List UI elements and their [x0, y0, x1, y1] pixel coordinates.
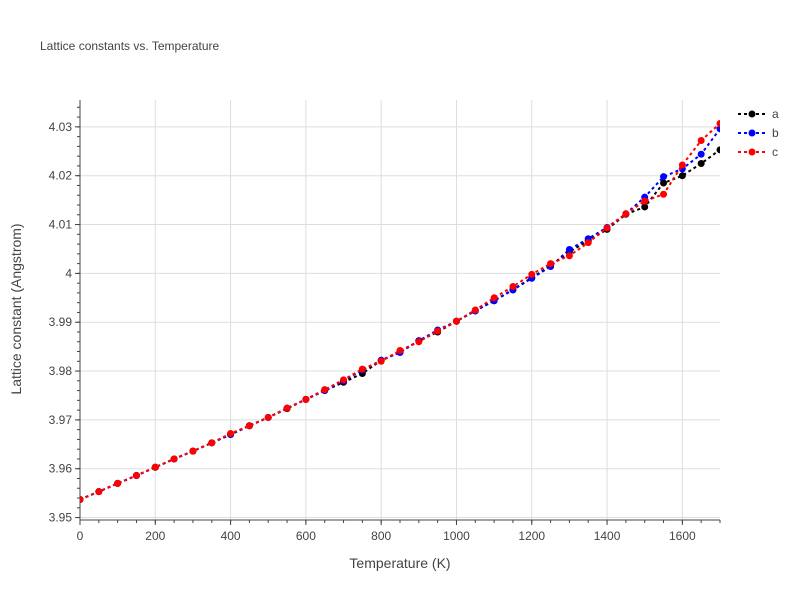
- series-line-c: [80, 122, 720, 501]
- x-tick-label: 0: [77, 529, 84, 543]
- data-point-c: [716, 119, 720, 127]
- data-point-c: [490, 294, 498, 302]
- y-tick-label: 4.02: [49, 169, 73, 183]
- grid: [80, 100, 720, 520]
- data-point-c: [114, 479, 122, 487]
- data-point-b: [565, 245, 573, 253]
- legend-label-b: b: [772, 126, 779, 140]
- y-tick-label: 3.96: [49, 462, 73, 476]
- legend[interactable]: abc: [738, 107, 779, 159]
- y-tick-label: 3.95: [49, 511, 73, 525]
- data-point-c: [697, 137, 705, 145]
- data-point-c: [565, 252, 573, 260]
- legend-item-a[interactable]: a: [738, 107, 779, 121]
- data-point-c: [377, 357, 385, 365]
- data-point-c: [528, 270, 536, 278]
- x-tick-label: 400: [221, 529, 241, 543]
- data-point-a: [716, 146, 720, 154]
- data-point-c: [132, 472, 140, 480]
- data-point-c: [396, 347, 404, 355]
- y-tick-label: 4.03: [49, 120, 73, 134]
- data-point-c: [452, 317, 460, 325]
- data-point-c: [170, 455, 178, 463]
- x-axis-title: Temperature (K): [349, 555, 450, 571]
- data-point-c: [415, 338, 423, 346]
- data-point-c: [95, 488, 103, 496]
- data-point-c: [471, 306, 479, 314]
- data-point-b: [716, 125, 720, 133]
- series-layer: [80, 119, 720, 503]
- data-point-c: [641, 197, 649, 205]
- data-point-c: [245, 422, 253, 430]
- data-point-c: [678, 161, 686, 169]
- data-point-c: [208, 439, 216, 447]
- data-point-c: [547, 260, 555, 268]
- data-point-c: [509, 283, 517, 291]
- x-tick-label: 1200: [518, 529, 545, 543]
- x-tick-label: 1600: [669, 529, 696, 543]
- x-tick-label: 1400: [594, 529, 621, 543]
- data-point-c: [660, 190, 668, 198]
- data-point-c: [283, 404, 291, 412]
- data-point-c: [189, 447, 197, 455]
- data-point-a: [660, 179, 668, 187]
- data-point-b: [697, 150, 705, 158]
- data-point-c: [80, 495, 84, 503]
- y-tick-label: 4.01: [49, 218, 73, 232]
- x-tick-label: 600: [296, 529, 316, 543]
- data-point-c: [603, 224, 611, 232]
- data-point-c: [584, 239, 592, 247]
- data-point-c: [264, 413, 272, 421]
- x-tick-label: 800: [371, 529, 391, 543]
- data-point-c: [151, 463, 159, 471]
- legend-label-a: a: [772, 107, 779, 121]
- data-point-c: [358, 365, 366, 373]
- data-point-a: [641, 203, 649, 211]
- x-tick-label: 1000: [443, 529, 470, 543]
- legend-item-c[interactable]: c: [738, 145, 778, 159]
- chart-title: Lattice constants vs. Temperature: [40, 39, 220, 53]
- y-tick-label: 3.99: [49, 315, 73, 329]
- legend-item-b[interactable]: b: [738, 126, 779, 140]
- data-point-a: [678, 172, 686, 180]
- legend-marker-b: [748, 129, 756, 137]
- y-axis-title: Lattice constant (Angstrom): [8, 223, 24, 394]
- axes: 0 200 400 600 800 1000 1200 1400 1600 3.95 3.96 3.9…: [49, 100, 721, 543]
- y-tick-label: 3.98: [49, 364, 73, 378]
- data-point-c: [302, 395, 310, 403]
- data-point-c: [321, 386, 329, 394]
- data-point-c: [434, 327, 442, 335]
- x-tick-label: 200: [145, 529, 165, 543]
- data-point-b: [660, 173, 668, 181]
- data-point-c: [227, 430, 235, 438]
- series-c: [80, 119, 720, 503]
- legend-marker-c: [748, 148, 756, 156]
- y-tick-label: 4: [65, 266, 72, 280]
- legend-marker-a: [748, 110, 756, 118]
- data-point-c: [622, 210, 630, 218]
- data-point-c: [340, 376, 348, 384]
- data-point-a: [697, 159, 705, 167]
- legend-label-c: c: [772, 145, 778, 159]
- y-tick-label: 3.97: [49, 413, 73, 427]
